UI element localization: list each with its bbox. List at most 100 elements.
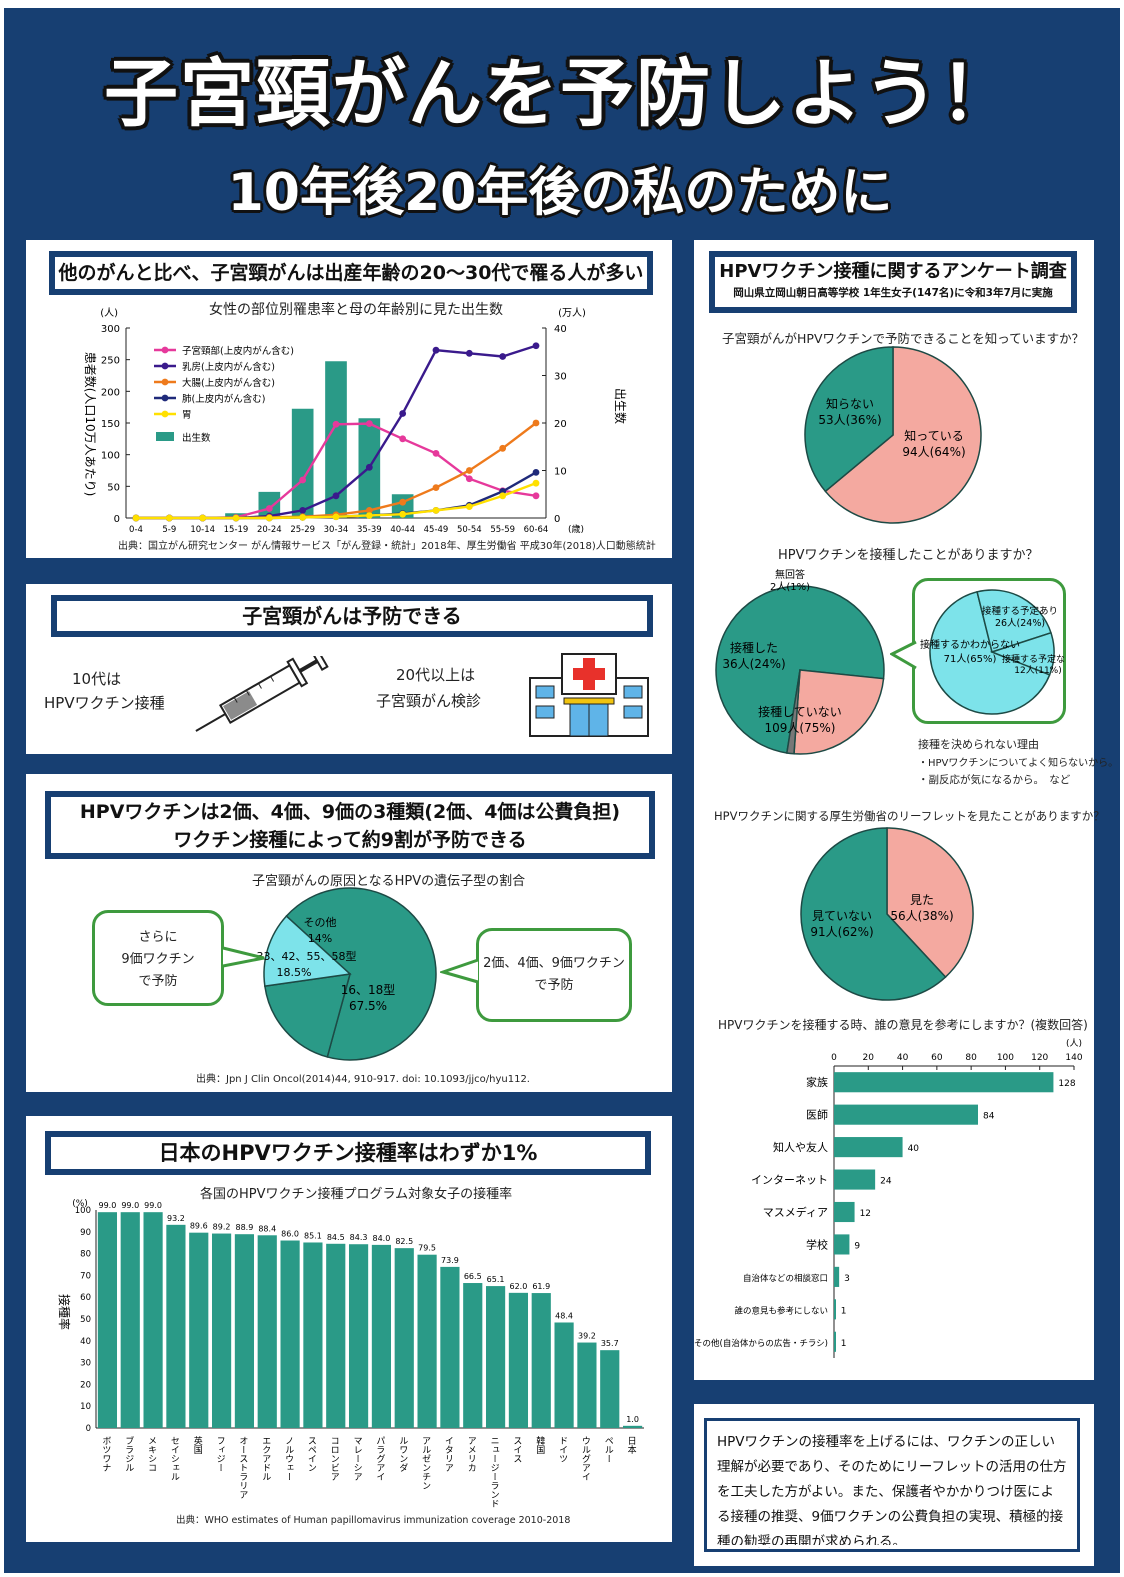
series-point-0 bbox=[465, 475, 473, 483]
incidence-heading: 他のがんと比べ、子宮頸がんは出産年齢の20〜30代で罹る人が多い bbox=[49, 251, 653, 295]
y-tick-label: 20 bbox=[80, 1380, 91, 1390]
pie-slice bbox=[886, 827, 974, 979]
pie-slice-value: 94人(64%) bbox=[902, 445, 965, 459]
country-label: マレーシア bbox=[352, 1436, 362, 1481]
y2-tick-label: 40 bbox=[554, 324, 567, 335]
x-tick-label: 30-34 bbox=[324, 525, 349, 534]
x-tick-label: 25-29 bbox=[290, 525, 315, 534]
rate-bar bbox=[303, 1242, 323, 1428]
advice-category-label: 医師 bbox=[806, 1109, 828, 1122]
rate-bar bbox=[166, 1224, 186, 1428]
survey-subtitle: 岡山県立岡山朝日高等学校 1年生女子(147名)に令和3年7月に実施 bbox=[733, 287, 1053, 299]
rate-bar bbox=[211, 1233, 232, 1428]
y-tick-label: 40 bbox=[80, 1337, 91, 1347]
y-tick-label: 100 bbox=[101, 451, 120, 462]
country-label: ペルー bbox=[603, 1436, 614, 1463]
country-label: スイス bbox=[511, 1436, 521, 1463]
country-label: オーストラリア bbox=[237, 1436, 248, 1499]
series-point-1 bbox=[432, 346, 440, 354]
x-tick-label: 60-64 bbox=[524, 525, 549, 534]
pie-slice-label: 接種するかわからない bbox=[920, 638, 1020, 651]
teen-label: 10代は bbox=[72, 670, 122, 688]
legend-marker-bars bbox=[156, 432, 174, 441]
pie-slice bbox=[804, 346, 894, 493]
q2-title: HPVワクチンを接種したことがありますか？ bbox=[778, 548, 1039, 563]
series-point-4 bbox=[265, 514, 273, 522]
x-tick-label: 60 bbox=[931, 1053, 943, 1063]
x-tick-label: 0-4 bbox=[129, 525, 143, 534]
q1-pie-chart: 知っている 94人(64%) 知らない 53人(36%) bbox=[804, 346, 982, 524]
rate-bar-value: 84.5 bbox=[327, 1233, 345, 1242]
pie-slice-value: 109人(75%) bbox=[765, 721, 836, 735]
teen-vaccine-label: HPVワクチン接種 bbox=[44, 694, 165, 712]
x-tick-label: 40-44 bbox=[390, 525, 415, 534]
bubble-right-tail bbox=[440, 958, 479, 984]
pie-slice-label: 31、33、42、55、58型 bbox=[250, 949, 357, 963]
x-tick-label: 120 bbox=[1031, 1053, 1048, 1063]
vaccination-rate-chart-title: 各国のHPVワクチン接種プログラム対象女子の接種率 bbox=[200, 1187, 513, 1202]
legend-label-4: 胃 bbox=[182, 410, 192, 421]
y-tick-label: 150 bbox=[101, 419, 120, 430]
rate-bar-value: 79.5 bbox=[418, 1244, 436, 1253]
rate-bar-value: 85.1 bbox=[304, 1231, 322, 1240]
pie-slice-value: 12人(11%) bbox=[1014, 665, 1061, 676]
x-tick-label: 10-14 bbox=[190, 525, 215, 534]
advice-category-label: 家族 bbox=[806, 1075, 828, 1089]
y-tick-label: 200 bbox=[101, 387, 120, 398]
genotype-heading-line1: HPVワクチンは2価、4価、9価の3種類(2価、4価は公費負担) bbox=[79, 801, 621, 823]
country-label: ウルグアイ bbox=[580, 1436, 591, 1481]
y-tick-label: 30 bbox=[80, 1359, 91, 1369]
series-point-4 bbox=[432, 507, 440, 514]
vaccination-rate-source: 出典：WHO estimates of Human papillomavirus… bbox=[176, 1515, 571, 1526]
series-point-1 bbox=[332, 492, 340, 500]
y-tick-label: 0 bbox=[114, 514, 120, 525]
rate-bar-value: 48.4 bbox=[555, 1311, 573, 1320]
country-label: ニュージーランド bbox=[489, 1436, 500, 1508]
series-point-4 bbox=[465, 503, 473, 510]
series-point-1 bbox=[499, 353, 507, 360]
genotype-chart-title: 子宮頸がんの原因となるHPVの遺伝子型の割合 bbox=[252, 874, 526, 889]
pie-slice bbox=[929, 590, 1051, 715]
incidence-chart: 女性の部位別罹患率と母の年齢別に見た出生数(人) (万人)050100150200… bbox=[83, 301, 628, 534]
country-label: イタリア bbox=[443, 1436, 454, 1472]
y-tick-label: 50 bbox=[80, 1315, 91, 1325]
advice-bar-value: 1 bbox=[841, 1339, 847, 1349]
series-point-4 bbox=[199, 514, 207, 522]
q3-pie-chart: 見た 56人(38%) 見ていない 91人(62%) bbox=[800, 827, 974, 1001]
birth-bar bbox=[258, 491, 281, 518]
series-point-2 bbox=[532, 419, 540, 427]
syringe-icon bbox=[195, 656, 329, 732]
country-label: ブラジル bbox=[123, 1435, 134, 1472]
country-label: アルゼンチン bbox=[420, 1436, 431, 1490]
country-label: エクアドル bbox=[260, 1436, 271, 1481]
advice-source-chart: (人) 0 20 40 60 80 100 120 140 128 家族 84 医師 40 知人や友人 24 イ… bbox=[694, 1038, 1083, 1358]
q4-title: HPVワクチンを接種する時、誰の意見を参考にしますか？(複数回答) bbox=[718, 1018, 1088, 1032]
rate-bar bbox=[280, 1240, 300, 1428]
rate-bar-value: 99.0 bbox=[121, 1201, 139, 1210]
series-point-0 bbox=[365, 420, 373, 428]
series-point-3 bbox=[532, 469, 540, 476]
incidence-chart-title: 女性の部位別罹患率と母の年齢別に見た出生数 bbox=[209, 301, 503, 318]
rate-bar-value: 88.4 bbox=[258, 1224, 276, 1233]
pie-slice-value: 18.5% bbox=[277, 966, 312, 979]
advice-bar bbox=[834, 1266, 840, 1287]
q1-title: 子宮頸がんがHPVワクチンで予防できることを知っていますか？ bbox=[722, 331, 1085, 346]
pie-slice-value: 91人(62%) bbox=[810, 925, 873, 939]
genotype-heading-line2: ワクチン接種によって約9割が予防できる bbox=[173, 829, 527, 851]
series-point-2 bbox=[432, 484, 440, 491]
y-tick-label: 80 bbox=[80, 1250, 91, 1260]
series-point-4 bbox=[132, 514, 140, 522]
legend-marker-4 bbox=[161, 410, 169, 418]
rate-bar-value: 86.0 bbox=[281, 1230, 299, 1239]
x-tick-label: 5-9 bbox=[162, 525, 176, 534]
pie-slice bbox=[989, 631, 1055, 676]
series-point-4 bbox=[165, 514, 173, 522]
rate-bar bbox=[622, 1425, 643, 1428]
pie-slice bbox=[800, 827, 947, 1001]
legend-label-1: 乳房(上皮内がん含む) bbox=[182, 361, 275, 373]
advice-category-label: マスメディア bbox=[763, 1205, 828, 1219]
rate-bar bbox=[508, 1292, 529, 1428]
advice-bar-value: 40 bbox=[908, 1144, 920, 1154]
advice-bar bbox=[834, 1299, 836, 1320]
